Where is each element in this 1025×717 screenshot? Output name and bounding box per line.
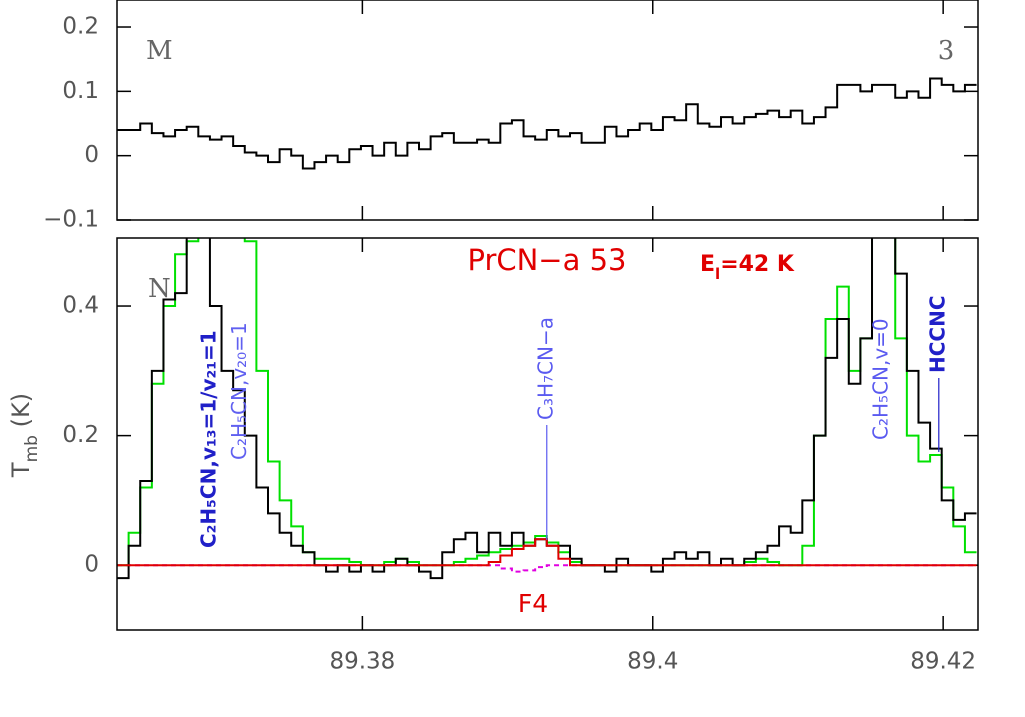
y-tick-label: 0.2 [62,422,99,448]
line-label: C₂H₅CN,v₁₃=1/v₂₁=1 [196,330,220,548]
plot-area [117,77,977,170]
y-tick-label: 0 [84,552,99,578]
spectrum-line [117,538,977,567]
line-label: C₃H₇CN−a [533,317,557,420]
x-tick-label: 89.4 [627,649,678,675]
spectrum-line [117,564,977,573]
axes-frame [116,237,979,631]
y-axis-label-part: (K) [7,393,35,435]
x-tick-label: 89.38 [329,649,395,675]
y-tick-label: 0.2 [62,14,99,40]
line-label: HCCNC [925,295,949,373]
y-axis-label: Tmb (K) [7,393,42,478]
axes-frame [116,0,979,221]
y-axis-label-part: T [7,462,35,478]
energy-part: =42 K [720,252,795,277]
y-axis-label-part: mb [22,435,42,462]
y-tick-label: 0.1 [62,78,99,104]
spectrum-line [117,77,977,170]
line-label: C₂H₅CN,v₂₀=1 [227,322,251,460]
x-tick-label: 89.42 [910,649,976,675]
panel-label: M [146,36,173,66]
y-tick-label: −0.1 [43,207,99,233]
energy-label: El=42 K [700,252,795,283]
line-title: PrCN−a 53 [467,243,626,277]
y-tick-label: 0 [84,142,99,168]
component-label: F4 [518,589,548,618]
energy-part: E [700,252,715,277]
line-label: C₂H₅CN,v=0 [869,318,893,440]
panel-label: N [148,274,171,304]
energy-part: l [715,265,720,283]
y-tick-label: 0.4 [62,293,99,319]
plot-area [117,238,977,580]
panel-number: 3 [938,36,955,66]
